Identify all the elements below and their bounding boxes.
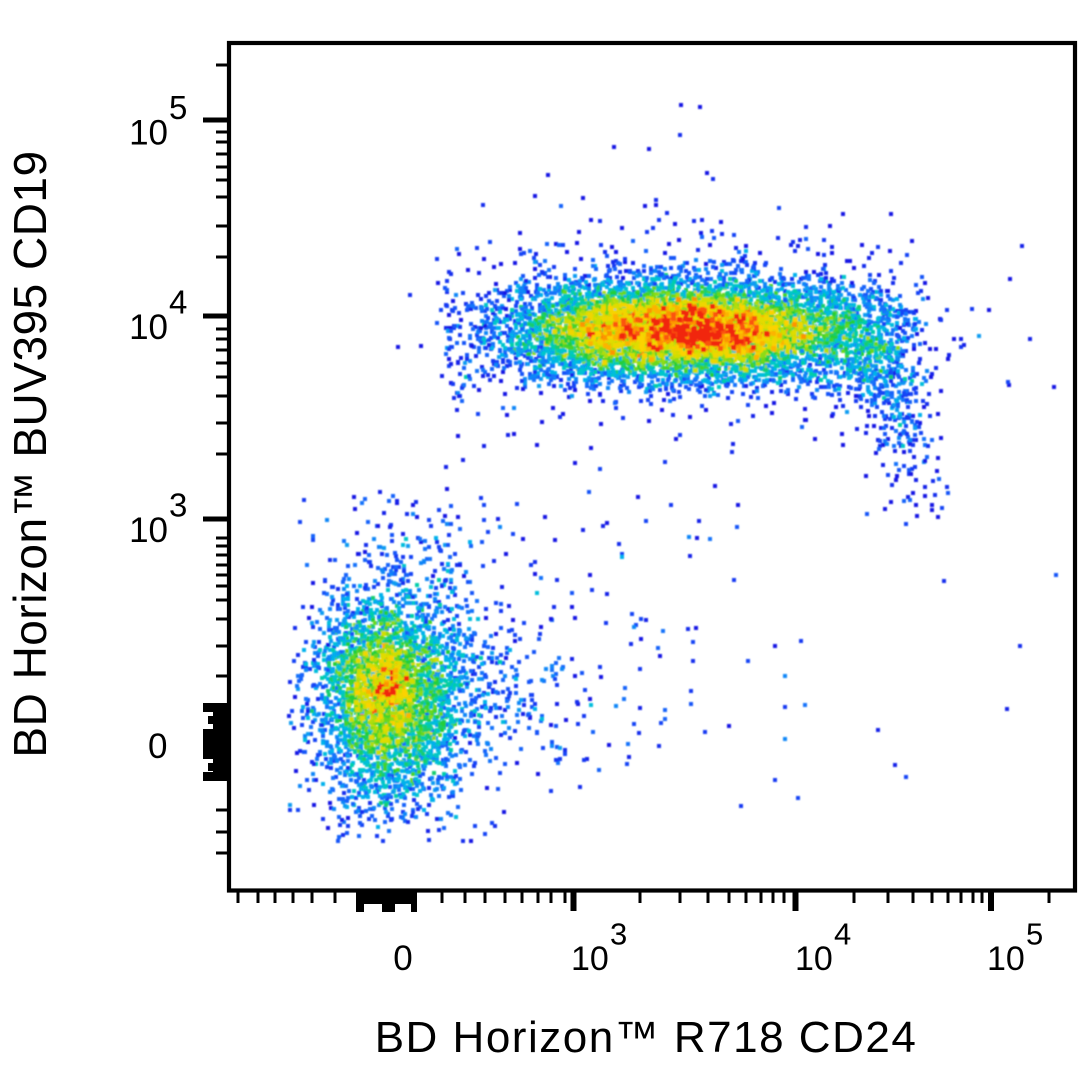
svg-text:0: 0 — [393, 939, 412, 978]
svg-text:0: 0 — [148, 727, 167, 766]
svg-text:3: 3 — [610, 917, 627, 952]
svg-text:5: 5 — [1026, 917, 1043, 952]
svg-text:10: 10 — [129, 511, 168, 550]
svg-text:5: 5 — [169, 89, 187, 126]
svg-text:4: 4 — [834, 917, 851, 952]
svg-text:10: 10 — [571, 940, 609, 978]
svg-text:10: 10 — [129, 114, 168, 153]
svg-text:10: 10 — [795, 940, 833, 978]
svg-text:4: 4 — [169, 284, 187, 321]
svg-text:BD Horizon™ R718 CD24: BD Horizon™ R718 CD24 — [375, 1013, 918, 1062]
svg-text:3: 3 — [169, 487, 187, 524]
svg-text:10: 10 — [129, 308, 168, 347]
svg-text:10: 10 — [987, 940, 1025, 978]
svg-text:BD Horizon™ BUV395 CD19: BD Horizon™ BUV395 CD19 — [4, 150, 56, 757]
